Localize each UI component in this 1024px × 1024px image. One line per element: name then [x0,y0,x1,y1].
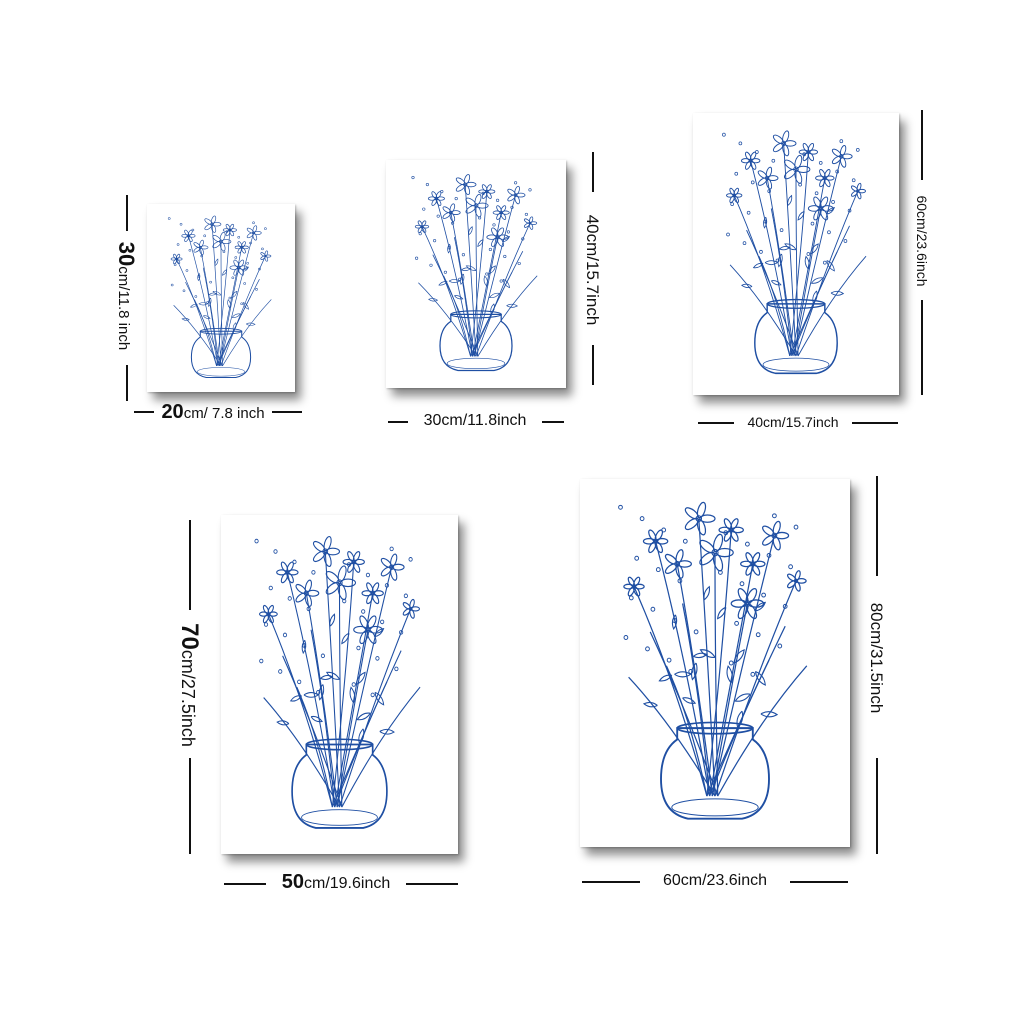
bouquet-lines [722,130,867,375]
height-line-bottom [876,758,878,854]
height-line-top [592,152,594,192]
width-line-left [224,883,266,885]
width-line-left [582,881,640,883]
vase [660,727,770,820]
height-line-bottom [921,300,923,395]
height-label-40x60: 60cm/23.6inch [914,195,930,287]
print-60x80 [580,479,850,847]
floral-vase-illustration [722,130,867,375]
height-line-top [126,195,128,231]
width-line-right [406,883,458,885]
bouquet-lines [167,215,272,379]
floral-vase-illustration [618,501,808,820]
width-label-60x80: 60cm/23.6inch [662,872,768,889]
floral-vase-illustration [411,174,538,372]
width-line-left [698,422,734,424]
height-line-bottom [189,758,191,854]
floral-vase-illustration [167,215,272,379]
print-50x70 [221,515,458,854]
height-line-top [876,476,878,576]
bouquet-lines [618,501,808,820]
height-label-20x30: 30cm/11.8 inch [114,241,139,351]
vase [439,313,513,372]
width-label-50x70: 50cm/19.6inch [281,871,391,893]
height-line-bottom [126,365,128,401]
print-30x40 [386,160,566,388]
height-label-50x70: 70cm/27.5inch [176,623,203,747]
width-label-20x30: 20cm/ 7.8 inch [161,401,265,423]
print-20x30 [147,204,295,392]
width-label-30x40: 30cm/11.8inch [423,412,527,429]
height-label-60x80: 80cm/31.5inch [867,602,886,714]
width-label-40x60: 40cm/15.7inch [747,414,839,430]
width-line-right [542,421,564,423]
width-line-right [272,411,302,413]
height-line-top [921,110,923,180]
bouquet-lines [411,174,538,372]
vase [190,330,252,379]
height-line-bottom [592,345,594,385]
width-line-left [388,421,408,423]
height-label-30x40: 40cm/15.7inch [583,214,602,326]
print-40x60 [693,113,899,395]
width-line-right [790,881,848,883]
height-line-top [189,520,191,610]
width-line-right [852,422,898,424]
width-line-left [134,411,154,413]
floral-vase-illustration [254,535,421,829]
vase [291,743,388,829]
vase [754,303,838,375]
bouquet-lines [254,535,421,829]
